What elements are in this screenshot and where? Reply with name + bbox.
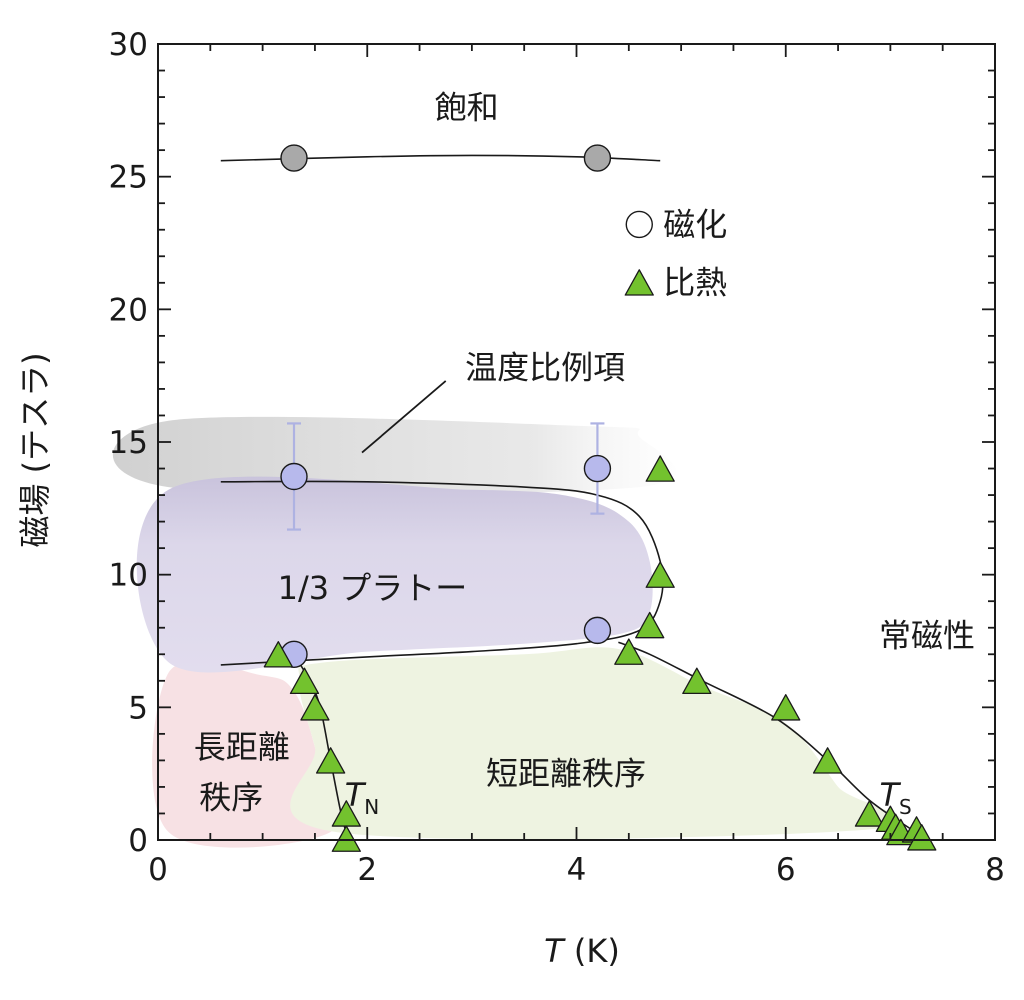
specific-heat-point [614, 638, 644, 665]
specific-heat-point [289, 667, 320, 695]
y-tick-label: 5 [128, 690, 148, 726]
region-label: 飽和 [435, 89, 499, 127]
specific-heat-point [645, 455, 675, 482]
x-axis-label: T (K) [544, 932, 620, 970]
axis-ticks: 0 2 4 6 8 0 5 10 15 20 25 30 [109, 27, 1005, 888]
high-field-shade-region [112, 416, 677, 495]
specific-heat-point [645, 561, 675, 588]
magnetization-point [280, 462, 308, 491]
x-tick-label: 2 [357, 852, 377, 888]
y-tick-label: 0 [128, 823, 148, 859]
transition-label-subscript: N [364, 795, 379, 819]
magnetization-point [583, 454, 612, 483]
region-label: 短距離秩序 [486, 755, 646, 793]
magnetization-point [583, 616, 612, 645]
transition-label-main: T [345, 776, 367, 814]
magnetization-point [280, 144, 308, 172]
specific-heat-point [812, 747, 843, 774]
region-label: 秩序 [199, 779, 263, 817]
region-label: 1/3 プラトー [278, 569, 468, 607]
transition-label-subscript: S [899, 795, 912, 819]
data-points [263, 144, 937, 852]
y-axis-label: 磁場 (テスラ) [16, 352, 54, 547]
specific-heat-point [300, 694, 330, 721]
legend-triangle-marker [624, 269, 654, 296]
y-tick-label: 15 [109, 425, 148, 461]
phase-regions [112, 416, 903, 848]
magnetization-point [583, 144, 612, 172]
region-label: 常磁性 [879, 617, 975, 655]
short-range-order-region [290, 647, 903, 840]
y-tick-label: 25 [109, 160, 148, 196]
plateau-region [136, 476, 653, 673]
specific-heat-point [907, 824, 937, 851]
specific-heat-point [635, 611, 665, 639]
transition-label: TS [879, 776, 911, 819]
region-label: 温度比例項 [465, 349, 625, 387]
specific-heat-point [771, 694, 801, 721]
x-tick-label: 0 [148, 852, 168, 888]
leader-line [361, 380, 447, 454]
specific-heat-point [315, 747, 346, 774]
transition-label-main: T [879, 776, 901, 814]
y-tick-label: 20 [109, 292, 148, 328]
y-tick-label: 10 [109, 558, 148, 594]
transition-label: TN [345, 776, 380, 819]
specific-heat-point [854, 800, 885, 827]
y-tick-label: 30 [109, 27, 148, 63]
specific-heat-point [331, 825, 361, 852]
specific-heat-point [263, 641, 293, 668]
region-label: 長距離 [194, 728, 290, 766]
x-tick-label: 8 [985, 852, 1005, 888]
legend-label: 比熱 [663, 263, 727, 301]
legend-label: 磁化 [663, 205, 727, 243]
x-tick-label: 6 [776, 852, 796, 888]
ts-boundary-line [618, 641, 928, 841]
x-tick-label: 4 [567, 852, 587, 888]
legend-circle-marker [625, 210, 653, 239]
specific-heat-point [682, 667, 712, 695]
